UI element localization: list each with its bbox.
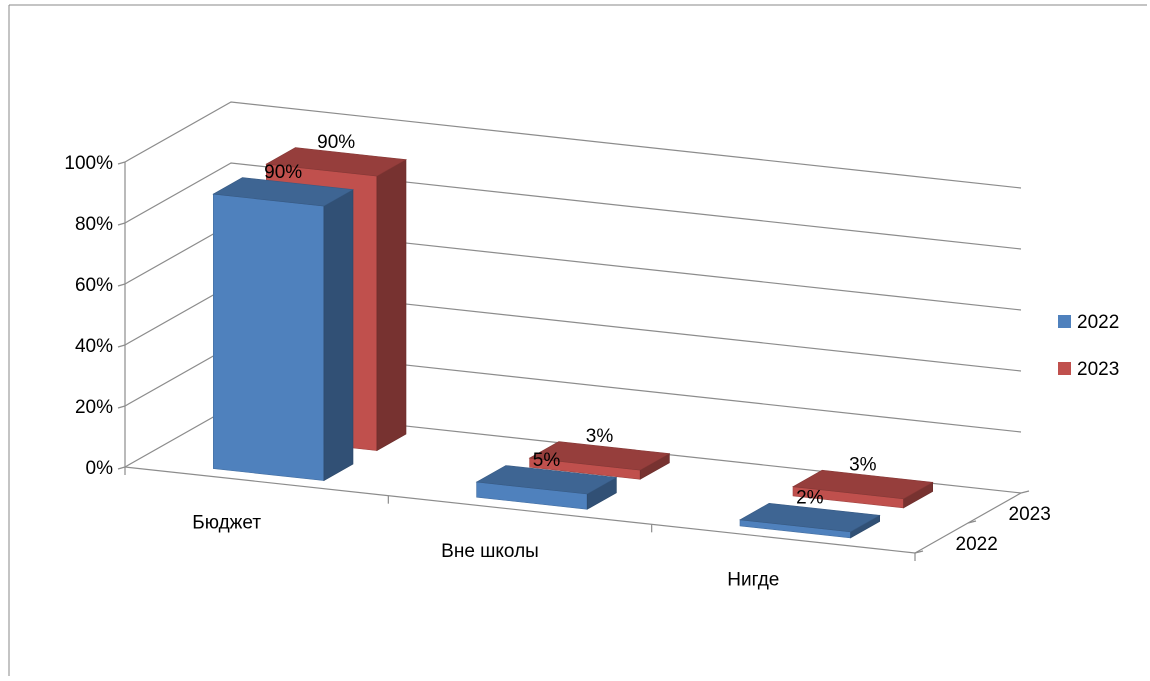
y-tick-mark <box>117 222 126 226</box>
y-tick-mark <box>117 405 126 409</box>
bar-side-face <box>323 189 354 482</box>
legend-swatch <box>1058 315 1071 328</box>
category-label: Бюджет <box>192 512 261 533</box>
x-axis-line <box>124 466 916 554</box>
bar-front-face <box>213 193 325 481</box>
bar-top-face <box>265 147 407 177</box>
data-label: 3% <box>849 455 877 476</box>
depth-tick-mark <box>1020 490 1030 494</box>
data-label: 3% <box>586 426 614 447</box>
bar-2022-1 <box>475 465 618 510</box>
y-tick-label: 60% <box>75 275 113 296</box>
depth-label: 2022 <box>956 534 998 555</box>
bar-top-face <box>739 502 881 533</box>
category-label: Нигде <box>727 570 779 591</box>
bar-2022-2 <box>739 502 881 539</box>
bar-top-face <box>212 177 354 207</box>
data-label: 90% <box>317 132 355 153</box>
back-wall <box>231 102 1021 493</box>
bar-side-face <box>376 159 407 452</box>
data-label: 5% <box>533 450 561 471</box>
y-tick-mark <box>117 466 126 470</box>
category-labels: Бюджет Вне школы Нигде <box>192 512 779 590</box>
depth-label: 2023 <box>1009 504 1051 525</box>
bar-2022-0 <box>212 177 354 482</box>
legend: 2022 2023 <box>1058 312 1119 380</box>
chart-axes <box>117 161 1030 561</box>
y-tick-mark <box>117 161 126 165</box>
y-axis-tick-labels: 0% 20% 40% 60% 80% 100% <box>64 153 113 479</box>
legend-swatch <box>1058 362 1071 375</box>
chart-bars: 90% 3% 3% 90% 5% 2% <box>212 132 934 539</box>
y-tick-mark <box>117 344 126 348</box>
bar-2023-2 <box>792 469 934 509</box>
data-label: 90% <box>264 162 302 183</box>
data-label: 2% <box>796 488 824 509</box>
gridline <box>124 101 1022 189</box>
bar-top-face <box>528 441 671 471</box>
y-tick-label: 0% <box>86 458 114 479</box>
y-tick-mark <box>117 283 126 287</box>
side-wall <box>125 102 231 467</box>
depth-tick-mark <box>914 550 924 554</box>
bar-top-face <box>792 469 934 500</box>
legend-label: 2022 <box>1077 312 1119 333</box>
bar-top-face <box>475 465 618 495</box>
legend-label: 2023 <box>1077 359 1119 380</box>
depth-tick-mark <box>967 520 977 524</box>
gridline <box>124 162 1022 250</box>
y-tick-label: 80% <box>75 214 113 235</box>
depth-axis-labels: 2022 2023 <box>956 504 1051 555</box>
bar-2023-1 <box>528 441 671 480</box>
y-tick-label: 40% <box>75 336 113 357</box>
y-tick-label: 20% <box>75 397 113 418</box>
category-label: Вне школы <box>441 541 539 562</box>
chart-walls <box>125 102 1021 493</box>
y-tick-label: 100% <box>64 153 113 174</box>
